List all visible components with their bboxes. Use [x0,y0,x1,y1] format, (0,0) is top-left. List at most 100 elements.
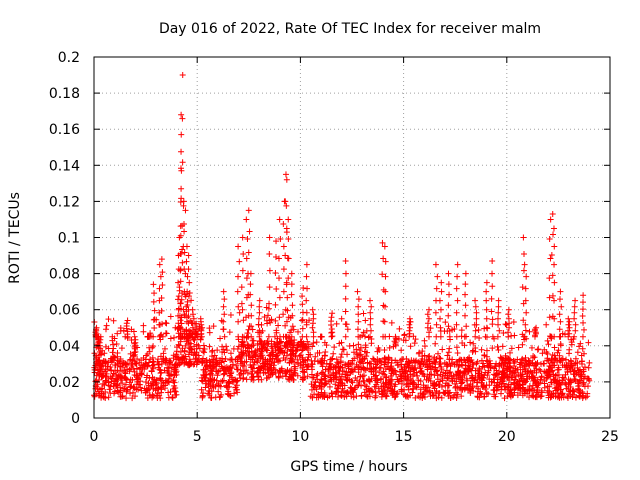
data-point [355,296,362,303]
data-point [489,257,496,264]
data-point [266,317,273,324]
data-point [285,314,292,321]
data-point [585,364,592,371]
data-point [231,390,238,397]
data-point [382,258,389,265]
data-point [488,308,495,315]
data-point [321,373,328,380]
data-point [498,386,505,393]
data-point [314,371,321,378]
data-point [165,378,172,385]
data-point [420,382,427,389]
data-point [504,383,511,390]
data-point [269,370,276,377]
data-point [449,378,456,385]
data-point [314,349,321,356]
data-point [432,309,439,316]
data-point [157,376,164,383]
data-point [322,377,329,384]
data-point [550,231,557,238]
data-point [483,389,490,396]
data-point [489,333,496,340]
data-point [191,320,198,327]
data-point [559,391,566,398]
data-point [283,202,290,209]
data-point [499,343,506,350]
data-point [265,333,272,340]
data-point [198,377,205,384]
data-point [244,341,251,348]
data-point [391,367,398,374]
data-point [184,288,191,295]
data-point [264,341,271,348]
data-point [341,393,348,400]
data-point [102,343,109,350]
data-point [162,359,169,366]
data-point [294,372,301,379]
data-point [381,243,388,250]
data-point [350,394,357,401]
data-point [556,394,563,401]
data-point [140,328,147,335]
data-point [381,386,388,393]
data-point [177,317,184,324]
data-point [265,340,272,347]
data-point [355,333,362,340]
data-point [453,395,460,402]
data-point [198,327,205,334]
data-point [260,343,267,350]
data-point [447,395,454,402]
data-point [144,363,151,370]
data-point [285,216,292,223]
data-point [299,343,306,350]
data-point [118,345,125,352]
data-point [114,374,121,381]
data-point [280,288,287,295]
data-point [410,379,417,386]
data-point [220,303,227,310]
data-point [186,279,193,286]
data-point [415,381,422,388]
data-point [576,343,583,350]
data-point [303,321,310,328]
data-point [322,366,329,373]
data-point [522,285,529,292]
data-point [454,349,461,356]
data-point [321,393,328,400]
data-point [455,368,462,375]
data-point [239,234,246,241]
data-point [483,315,490,322]
y-tick-label: 0.02 [49,375,80,391]
data-point [286,359,293,366]
data-point [271,333,278,340]
data-point [342,321,349,328]
data-point [206,329,213,336]
data-point [178,165,185,172]
data-point [393,391,400,398]
data-point [167,313,174,320]
data-point [536,366,543,373]
data-point [138,357,145,364]
data-point [182,353,189,360]
y-axis-label: ROTI / TECUs [7,192,23,284]
data-point [544,374,551,381]
data-point [214,347,221,354]
data-point [445,323,452,330]
data-point [394,376,401,383]
data-point [362,317,369,324]
data-point [502,355,509,362]
data-point [151,316,158,323]
data-point [557,333,564,340]
data-point [447,369,454,376]
data-point [488,295,495,302]
data-point [559,330,566,337]
data-point [192,355,199,362]
data-point [150,358,157,365]
data-point [91,392,98,399]
data-point [565,315,572,322]
data-point [295,361,302,368]
data-point [289,356,296,363]
data-point [237,375,244,382]
data-point [299,325,306,332]
data-point [126,379,133,386]
